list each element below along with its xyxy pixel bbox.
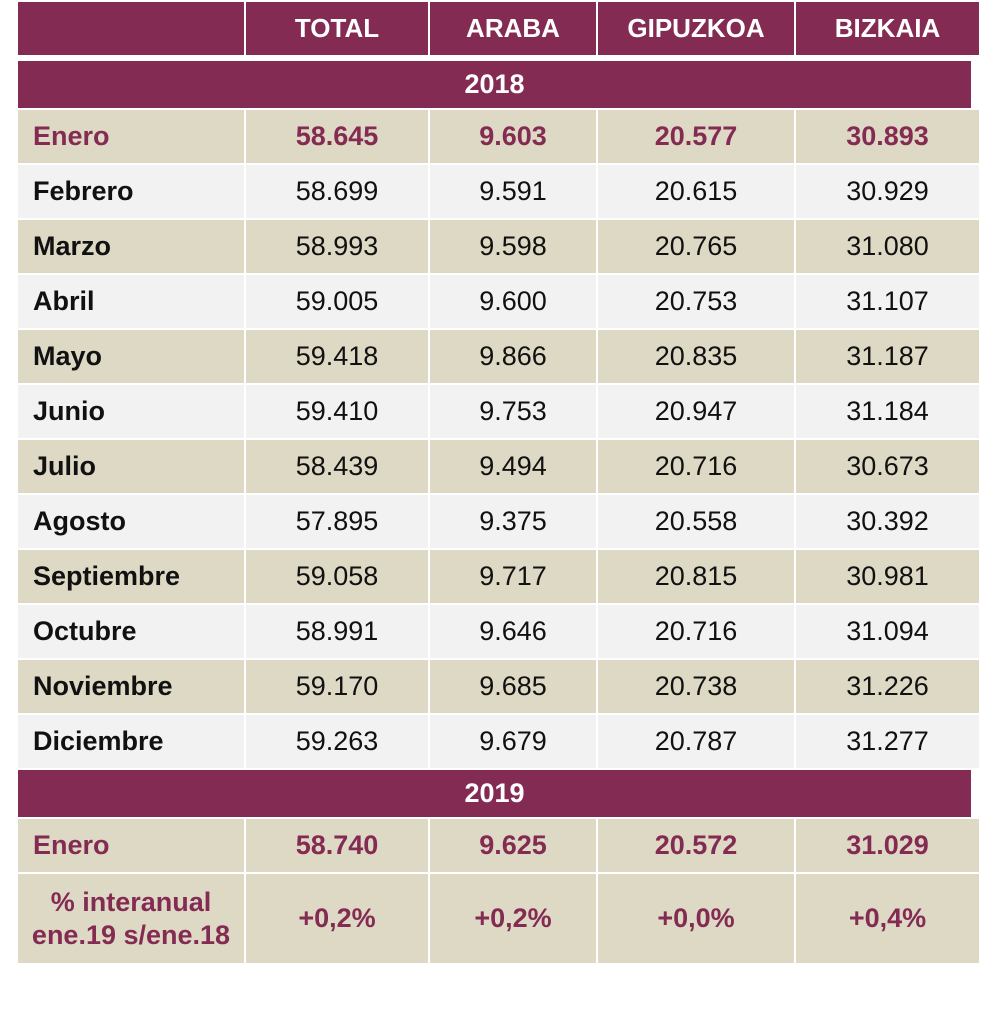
cell-araba: 9.591 — [430, 165, 596, 218]
cell-araba: 9.679 — [430, 715, 596, 768]
cell-bizkaia: 30.673 — [796, 440, 979, 493]
cell-araba: 9.375 — [430, 495, 596, 548]
yoy-label-line2: ene.19 s/ene.18 — [31, 919, 231, 950]
table-row: Agosto 57.895 9.375 20.558 30.392 — [18, 495, 979, 548]
cell-total: 58.993 — [246, 220, 428, 273]
cell-total: 58.645 — [246, 110, 428, 163]
table-row: Julio 58.439 9.494 20.716 30.673 — [18, 440, 979, 493]
month-label: Diciembre — [18, 715, 244, 768]
month-label: Septiembre — [18, 550, 244, 603]
year-header: 2018 — [18, 61, 971, 108]
month-label: Agosto — [18, 495, 244, 548]
month-label: Octubre — [18, 605, 244, 658]
cell-araba: 9.625 — [430, 819, 596, 872]
table-row: Enero 58.645 9.603 20.577 30.893 — [18, 110, 979, 163]
cell-total: 57.895 — [246, 495, 428, 548]
data-table: TOTAL ARABA GIPUZKOA BIZKAIA 2018 Enero 58… — [18, 2, 979, 965]
cell-araba: 9.600 — [430, 275, 596, 328]
cell-gipuzkoa: 20.716 — [598, 605, 794, 658]
cell-total: 58.991 — [246, 605, 428, 658]
month-label: Febrero — [18, 165, 244, 218]
cell-araba: 9.603 — [430, 110, 596, 163]
cell-gipuzkoa: 20.947 — [598, 385, 794, 438]
year-header: 2019 — [18, 770, 971, 817]
cell-bizkaia: 30.893 — [796, 110, 979, 163]
cell-bizkaia: 31.107 — [796, 275, 979, 328]
month-label: Enero — [18, 110, 244, 163]
cell-gipuzkoa: 20.787 — [598, 715, 794, 768]
cell-bizkaia: 31.029 — [796, 819, 979, 872]
table-row: Mayo 59.418 9.866 20.835 31.187 — [18, 330, 979, 383]
cell-bizkaia: 31.187 — [796, 330, 979, 383]
cell-bizkaia: 31.277 — [796, 715, 979, 768]
table-row: Septiembre 59.058 9.717 20.815 30.981 — [18, 550, 979, 603]
cell-bizkaia: 30.981 — [796, 550, 979, 603]
cell-gipuzkoa: 20.815 — [598, 550, 794, 603]
cell-gipuzkoa: 20.835 — [598, 330, 794, 383]
cell-gipuzkoa: 20.738 — [598, 660, 794, 713]
cell-gipuzkoa: 20.572 — [598, 819, 794, 872]
yoy-row: % interanual ene.19 s/ene.18 +0,2% +0,2% … — [18, 874, 979, 963]
cell-gipuzkoa: 20.577 — [598, 110, 794, 163]
cell-total: 59.170 — [246, 660, 428, 713]
cell-araba: 9.866 — [430, 330, 596, 383]
cell-total: 59.058 — [246, 550, 428, 603]
cell-gipuzkoa: 20.765 — [598, 220, 794, 273]
cell-araba: 9.717 — [430, 550, 596, 603]
month-label: Junio — [18, 385, 244, 438]
table-row: Abril 59.005 9.600 20.753 31.107 — [18, 275, 979, 328]
month-label: Abril — [18, 275, 244, 328]
cell-araba: 9.753 — [430, 385, 596, 438]
cell-total: 59.410 — [246, 385, 428, 438]
yoy-total: +0,2% — [246, 874, 428, 963]
cell-total: 58.699 — [246, 165, 428, 218]
cell-bizkaia: 31.094 — [796, 605, 979, 658]
yoy-gipuzkoa: +0,0% — [598, 874, 794, 963]
cell-total: 58.439 — [246, 440, 428, 493]
month-label: Julio — [18, 440, 244, 493]
table-row: Octubre 58.991 9.646 20.716 31.094 — [18, 605, 979, 658]
cell-bizkaia: 30.392 — [796, 495, 979, 548]
table-row: Marzo 58.993 9.598 20.765 31.080 — [18, 220, 979, 273]
cell-bizkaia: 30.929 — [796, 165, 979, 218]
table-row: Noviembre 59.170 9.685 20.738 31.226 — [18, 660, 979, 713]
cell-araba: 9.646 — [430, 605, 596, 658]
cell-total: 59.005 — [246, 275, 428, 328]
col-header-total: TOTAL — [246, 2, 428, 55]
table-row: Enero 58.740 9.625 20.572 31.029 — [18, 819, 979, 872]
col-header-araba: ARABA — [430, 2, 596, 55]
cell-gipuzkoa: 20.753 — [598, 275, 794, 328]
yoy-label: % interanual ene.19 s/ene.18 — [18, 874, 244, 963]
yoy-araba: +0,2% — [430, 874, 596, 963]
col-header-gipuzkoa: GIPUZKOA — [598, 2, 794, 55]
table-row: Febrero 58.699 9.591 20.615 30.929 — [18, 165, 979, 218]
cell-araba: 9.685 — [430, 660, 596, 713]
cell-gipuzkoa: 20.716 — [598, 440, 794, 493]
col-header-bizkaia: BIZKAIA — [796, 2, 979, 55]
table-header: TOTAL ARABA GIPUZKOA BIZKAIA — [18, 2, 979, 55]
yoy-bizkaia: +0,4% — [796, 874, 979, 963]
cell-bizkaia: 31.226 — [796, 660, 979, 713]
month-label: Noviembre — [18, 660, 244, 713]
cell-araba: 9.494 — [430, 440, 596, 493]
yoy-label-line1: % interanual — [50, 886, 212, 917]
cell-bizkaia: 31.184 — [796, 385, 979, 438]
cell-total: 59.263 — [246, 715, 428, 768]
table-row: Junio 59.410 9.753 20.947 31.184 — [18, 385, 979, 438]
month-label: Marzo — [18, 220, 244, 273]
cell-araba: 9.598 — [430, 220, 596, 273]
cell-total: 59.418 — [246, 330, 428, 383]
cell-total: 58.740 — [246, 819, 428, 872]
cell-gipuzkoa: 20.615 — [598, 165, 794, 218]
month-label: Mayo — [18, 330, 244, 383]
header-corner — [18, 2, 244, 55]
month-label: Enero — [18, 819, 244, 872]
table-row: Diciembre 59.263 9.679 20.787 31.277 — [18, 715, 979, 768]
cell-gipuzkoa: 20.558 — [598, 495, 794, 548]
cell-bizkaia: 31.080 — [796, 220, 979, 273]
